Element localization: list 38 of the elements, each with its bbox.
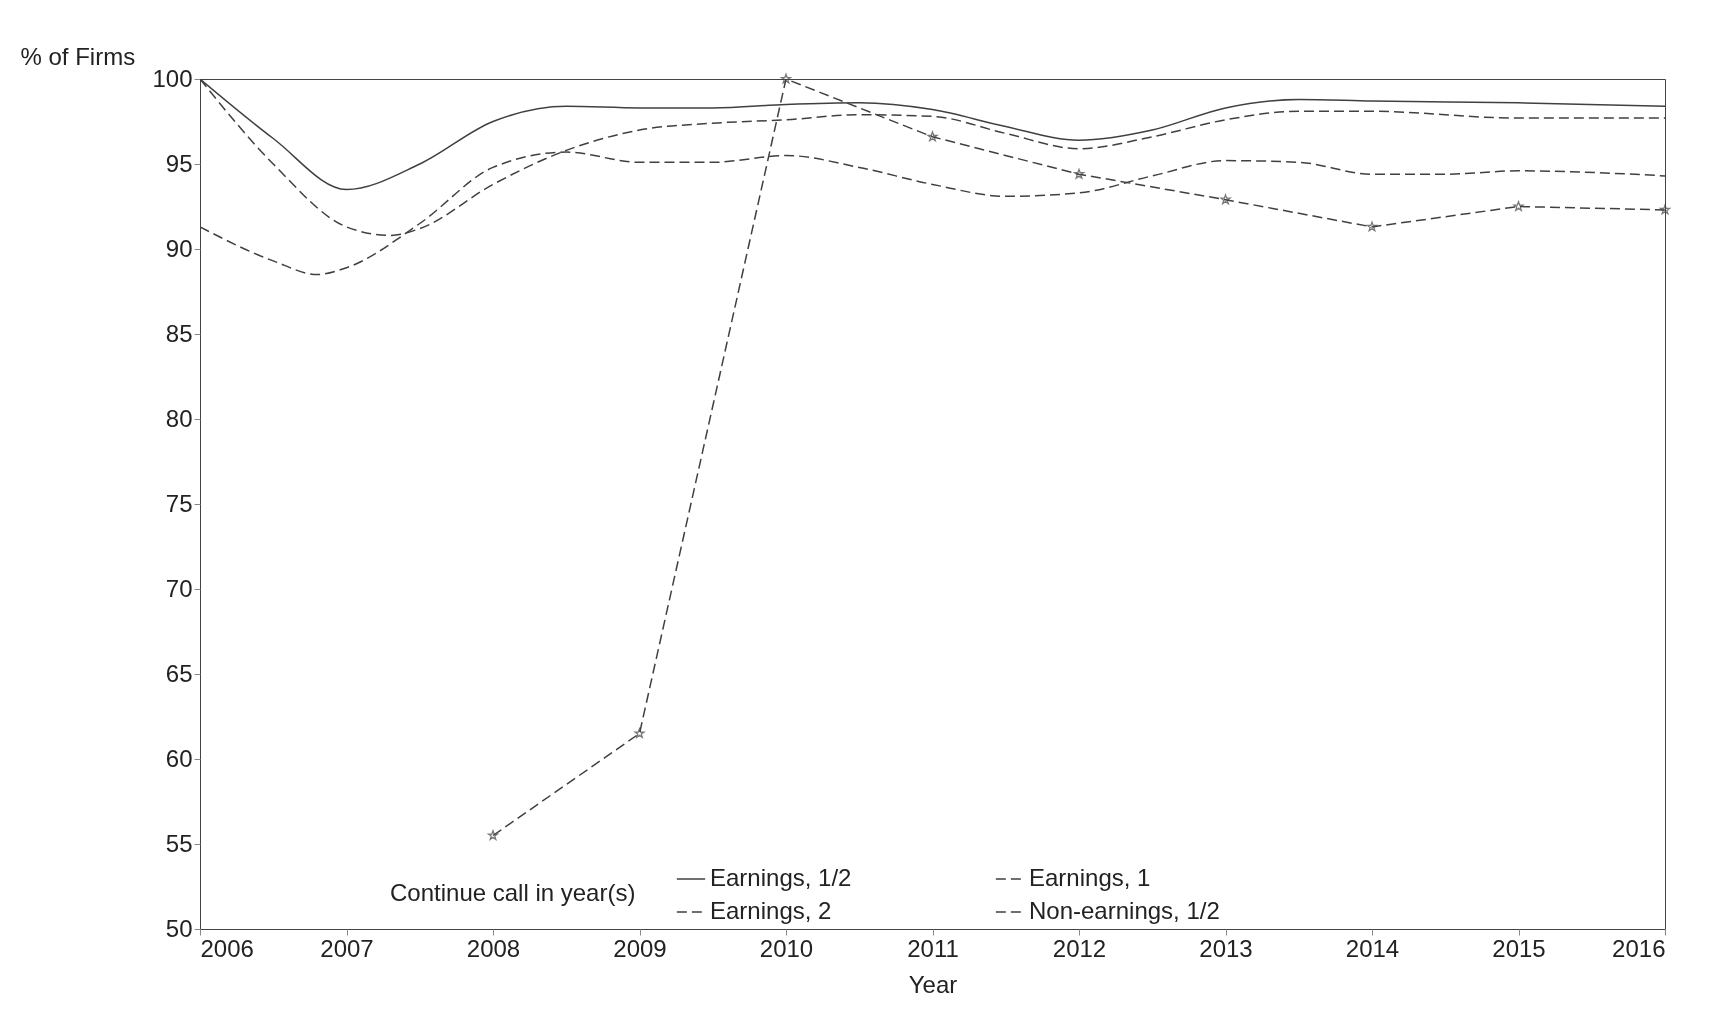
point bbox=[927, 131, 938, 142]
x-tick-label: 2008 bbox=[466, 934, 521, 962]
x-tick-label: 2007 bbox=[320, 934, 374, 962]
legend-label: Earnings, 1 bbox=[1029, 864, 1151, 891]
point bbox=[634, 728, 645, 738]
y-tick-label: 55 bbox=[165, 829, 193, 857]
y-axis-title: % of Firms bbox=[20, 42, 136, 70]
point bbox=[780, 73, 792, 84]
x-tick-label: 2010 bbox=[759, 934, 814, 962]
x-tick-label: 2015 bbox=[1492, 934, 1546, 962]
x-axis-title: Year bbox=[908, 970, 958, 998]
x-tick-label: 2013 bbox=[1199, 934, 1253, 962]
point bbox=[1366, 221, 1378, 232]
y-tick-label: 60 bbox=[165, 744, 193, 772]
y-tick-label: 85 bbox=[165, 319, 193, 347]
y-tick-label: 90 bbox=[165, 234, 193, 262]
x-tick-label: 2011 bbox=[907, 934, 959, 962]
x-tick-label: 2009 bbox=[613, 934, 667, 962]
point bbox=[1513, 201, 1524, 211]
y-tick-label: 70 bbox=[165, 574, 193, 602]
legend-label: Earnings, 2 bbox=[710, 897, 832, 924]
x-tick-label: 2006 bbox=[200, 934, 254, 962]
x-tick-label: 2014 bbox=[1345, 934, 1400, 962]
legend-title: Continue call in year(s) bbox=[390, 879, 636, 906]
point bbox=[487, 830, 499, 840]
y-tick-label: 95 bbox=[165, 149, 193, 177]
y-tick-label: 75 bbox=[165, 489, 193, 517]
x-tick-label: 2016 bbox=[1612, 934, 1666, 962]
point bbox=[1659, 204, 1671, 215]
y-tick-label: 50 bbox=[165, 914, 193, 942]
point bbox=[1073, 168, 1085, 179]
x-tick-label: 2012 bbox=[1052, 934, 1107, 962]
y-tick-label: 100 bbox=[152, 64, 193, 92]
legend-label: Earnings, 1/2 bbox=[710, 864, 852, 891]
point bbox=[1220, 194, 1231, 205]
y-tick-label: 65 bbox=[165, 659, 193, 687]
legend-label: Non-earnings, 1/2 bbox=[1029, 897, 1220, 924]
y-tick-label: 80 bbox=[165, 404, 193, 432]
